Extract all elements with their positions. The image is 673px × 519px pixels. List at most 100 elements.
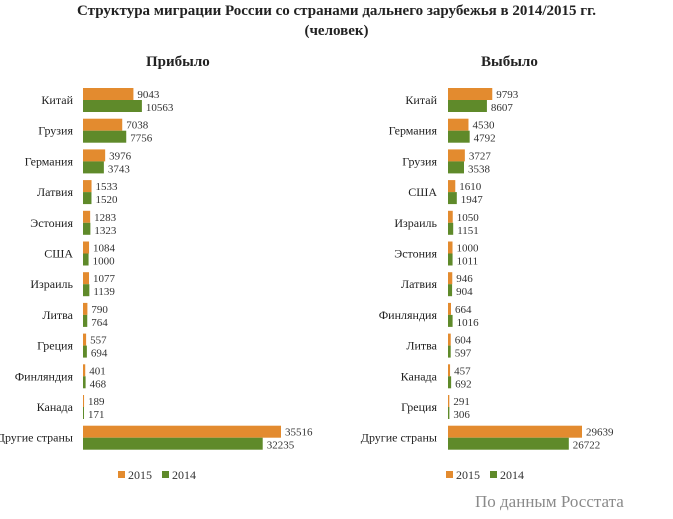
- legend-swatch-2015: [446, 471, 453, 478]
- bar-2014: [448, 253, 453, 266]
- data-label-2015: 35516: [285, 427, 313, 439]
- category-label: Израиль: [30, 277, 73, 291]
- bar-2014: [448, 437, 569, 450]
- data-label-2015: 557: [90, 335, 107, 347]
- category-label: Другие страны: [361, 431, 437, 445]
- data-label-2014: 597: [455, 348, 472, 360]
- data-label-2014: 1016: [457, 317, 480, 329]
- bar-2014: [83, 161, 104, 174]
- bar-2015: [448, 395, 450, 407]
- bar-2015: [83, 364, 86, 377]
- data-label-2014: 32235: [267, 440, 295, 452]
- data-label-2014: 10563: [146, 102, 174, 114]
- bar-2015: [83, 118, 123, 131]
- bar-2014: [448, 222, 454, 235]
- bar-2015: [448, 425, 582, 438]
- bar-2015: [83, 180, 92, 193]
- data-label-2014: 1520: [95, 194, 118, 206]
- legend-label-2015: 2015: [128, 468, 152, 482]
- data-label-2014: 26722: [573, 440, 601, 452]
- data-label-2015: 457: [454, 365, 471, 377]
- legend-swatch-2015: [118, 471, 125, 478]
- legend-swatch-2014: [162, 471, 169, 478]
- bar-2014: [448, 100, 487, 112]
- panel-title-arrived: Прибыло: [146, 54, 210, 70]
- data-label-2015: 1077: [93, 273, 116, 285]
- data-label-2015: 4530: [472, 120, 495, 132]
- data-label-2014: 1323: [94, 225, 117, 237]
- bar-2015: [83, 333, 87, 346]
- bar-2015: [83, 210, 91, 223]
- category-label: Греция: [401, 400, 437, 414]
- bar-2015: [83, 241, 90, 254]
- data-label-2015: 946: [456, 273, 473, 285]
- chart-title: Структура миграции России со странами да…: [77, 3, 596, 19]
- bar-2014: [83, 437, 263, 450]
- data-label-2014: 904: [456, 286, 473, 298]
- bar-2014: [83, 222, 91, 235]
- source-note: По данным Росстата: [475, 492, 624, 511]
- category-label: Канада: [401, 369, 438, 383]
- bar-2014: [448, 314, 453, 327]
- bar-2015: [83, 149, 106, 162]
- data-label-2015: 3976: [109, 150, 132, 162]
- category-label: США: [44, 247, 73, 261]
- category-label: Канада: [37, 400, 74, 414]
- category-label: Грузия: [38, 124, 73, 138]
- category-label: Финляндия: [379, 308, 438, 322]
- bar-2014: [83, 192, 92, 205]
- bar-2014: [448, 161, 464, 174]
- category-label: Литва: [42, 308, 73, 322]
- data-label-2014: 3538: [468, 163, 491, 175]
- data-label-2014: 4792: [474, 133, 496, 145]
- category-label: Греция: [37, 339, 73, 353]
- bar-2015: [448, 272, 453, 285]
- bar-2015: [448, 302, 452, 315]
- bar-2015: [83, 88, 134, 100]
- bar-2014: [83, 100, 142, 112]
- bar-2014: [448, 376, 452, 389]
- bar-2015: [448, 333, 451, 346]
- data-label-2015: 1533: [96, 181, 119, 193]
- category-label: Германия: [389, 124, 438, 138]
- bar-2015: [448, 180, 456, 193]
- data-label-2014: 1011: [457, 256, 479, 268]
- bar-2014: [83, 376, 86, 389]
- data-label-2014: 8607: [491, 102, 514, 114]
- data-label-2014: 7756: [130, 133, 153, 145]
- data-label-2015: 790: [91, 304, 108, 316]
- data-label-2015: 401: [89, 365, 106, 377]
- category-label: Китай: [405, 93, 437, 107]
- bar-2014: [83, 345, 87, 358]
- data-label-2015: 604: [455, 335, 472, 347]
- data-label-2015: 1000: [457, 243, 480, 255]
- data-label-2014: 1151: [457, 225, 479, 237]
- bar-2014: [83, 314, 88, 327]
- bar-2014: [83, 284, 90, 297]
- data-label-2014: 694: [91, 348, 108, 360]
- legend-label-2014: 2014: [500, 468, 524, 482]
- data-label-2015: 1084: [93, 243, 116, 255]
- data-label-2015: 29639: [586, 427, 614, 439]
- bar-2015: [448, 210, 453, 223]
- data-label-2015: 1610: [459, 181, 482, 193]
- data-label-2014: 1000: [93, 256, 116, 268]
- data-label-2015: 189: [88, 396, 105, 408]
- category-label: Германия: [25, 154, 74, 168]
- bar-2014: [448, 284, 453, 297]
- data-label-2014: 1139: [93, 286, 115, 298]
- bar-2014: [83, 253, 89, 266]
- data-label-2014: 171: [88, 409, 105, 421]
- bar-2015: [448, 364, 451, 377]
- category-label: США: [408, 185, 437, 199]
- data-label-2015: 3727: [469, 150, 492, 162]
- bar-2014: [448, 130, 470, 143]
- category-label: Литва: [406, 339, 437, 353]
- bar-2015: [448, 241, 453, 254]
- panel-title-departed: Выбыло: [481, 54, 538, 70]
- chart-subtitle: (человек): [304, 23, 369, 39]
- data-label-2015: 9793: [496, 89, 519, 101]
- category-label: Финляндия: [15, 369, 74, 383]
- bar-2015: [83, 395, 85, 407]
